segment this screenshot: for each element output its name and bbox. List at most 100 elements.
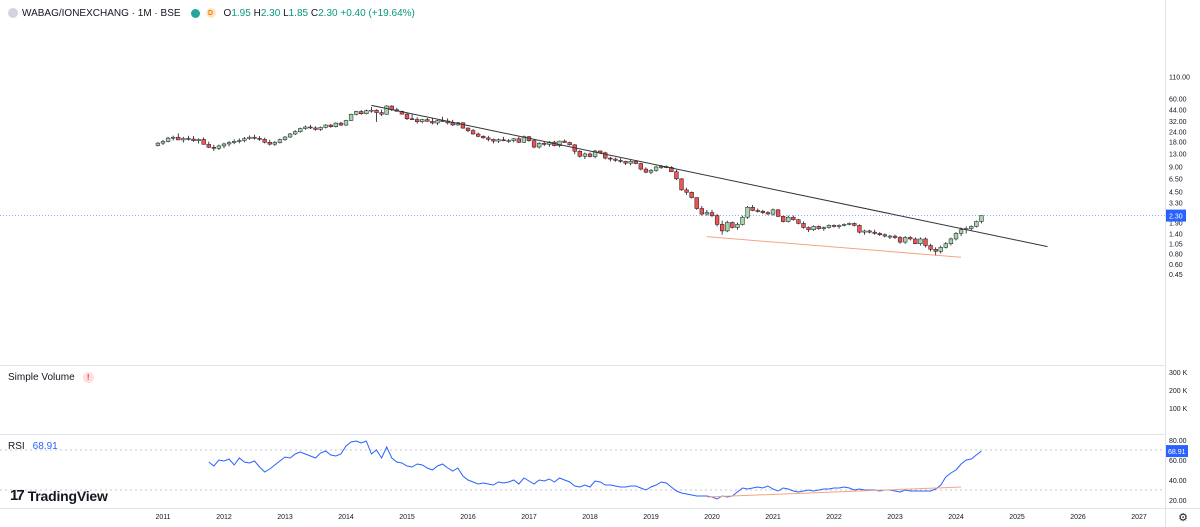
candle[interactable] xyxy=(181,136,186,143)
candle[interactable] xyxy=(623,160,628,166)
candle[interactable] xyxy=(943,242,948,249)
candle[interactable] xyxy=(343,119,349,126)
candle[interactable] xyxy=(979,215,984,224)
rsi-pane[interactable] xyxy=(0,440,1165,500)
candle[interactable] xyxy=(415,117,420,124)
candle[interactable] xyxy=(308,124,313,130)
candle[interactable] xyxy=(806,226,811,233)
candle[interactable] xyxy=(374,109,379,122)
market-status-icon[interactable] xyxy=(190,8,200,18)
candle[interactable] xyxy=(918,237,923,246)
candle[interactable] xyxy=(811,225,816,231)
candle[interactable] xyxy=(689,191,694,199)
candle[interactable] xyxy=(847,222,852,226)
candle[interactable] xyxy=(897,236,903,244)
price-pane[interactable] xyxy=(0,104,1165,258)
candle[interactable] xyxy=(435,120,440,126)
candle[interactable] xyxy=(938,245,943,254)
candle[interactable] xyxy=(577,150,582,158)
candle[interactable] xyxy=(872,229,877,235)
candle[interactable] xyxy=(725,220,730,233)
candle[interactable] xyxy=(303,125,308,130)
candle[interactable] xyxy=(674,169,679,180)
price-axis[interactable]: 110.00 60.00 44.00 32.00 24.00 18.00 13.00 9.00… xyxy=(1166,75,1190,505)
candle[interactable] xyxy=(821,226,826,231)
candle[interactable] xyxy=(221,142,227,149)
candle[interactable] xyxy=(923,237,928,248)
candle[interactable] xyxy=(730,221,735,229)
candle[interactable] xyxy=(511,138,516,143)
candle[interactable] xyxy=(232,139,237,145)
rsi-support-trendline[interactable] xyxy=(706,486,962,498)
candle[interactable] xyxy=(501,136,506,142)
candle[interactable] xyxy=(638,162,643,171)
candle[interactable] xyxy=(237,138,242,144)
candle[interactable] xyxy=(562,139,567,143)
data-delay-icon[interactable]: D xyxy=(205,8,216,18)
candle[interactable] xyxy=(496,138,501,143)
candle[interactable] xyxy=(882,233,887,238)
candle[interactable] xyxy=(618,158,623,163)
candle[interactable] xyxy=(765,211,771,215)
candle[interactable] xyxy=(267,139,272,146)
candle[interactable] xyxy=(836,224,842,229)
candle[interactable] xyxy=(476,132,481,138)
candle[interactable] xyxy=(506,138,511,143)
rsi-pane-label[interactable]: RSI 68.91 xyxy=(8,441,58,452)
candle[interactable] xyxy=(908,236,913,241)
candle[interactable] xyxy=(786,215,791,223)
candle[interactable] xyxy=(816,225,821,230)
candle[interactable] xyxy=(379,109,384,117)
candle[interactable] xyxy=(369,106,374,113)
candle[interactable] xyxy=(592,149,598,159)
candle[interactable] xyxy=(791,215,796,221)
candle[interactable] xyxy=(684,187,689,195)
candle[interactable] xyxy=(201,137,206,145)
candle[interactable] xyxy=(745,206,750,219)
candle[interactable] xyxy=(801,221,806,229)
candle[interactable] xyxy=(460,122,466,129)
candle[interactable] xyxy=(313,126,318,131)
candle[interactable] xyxy=(430,118,435,125)
resistance-trendline[interactable] xyxy=(371,104,1048,248)
candle[interactable] xyxy=(470,129,476,135)
candle[interactable] xyxy=(582,152,588,160)
candle[interactable] xyxy=(709,209,715,218)
candle[interactable] xyxy=(679,178,684,191)
candle[interactable] xyxy=(826,224,832,229)
candle[interactable] xyxy=(714,214,720,227)
support-trendline[interactable] xyxy=(706,236,962,258)
candle[interactable] xyxy=(643,167,649,174)
candle[interactable] xyxy=(928,243,933,252)
symbol-title[interactable]: WABAG/IONEXCHANG · 1M · BSE xyxy=(22,7,181,19)
candle[interactable] xyxy=(516,136,521,143)
candle[interactable] xyxy=(277,138,283,144)
candle[interactable] xyxy=(699,206,704,216)
candle[interactable] xyxy=(842,223,847,227)
candle[interactable] xyxy=(409,114,415,121)
candle[interactable] xyxy=(155,142,161,147)
settings-gear-icon[interactable]: ⚙ xyxy=(1178,511,1188,524)
candle[interactable] xyxy=(160,139,166,146)
candle[interactable] xyxy=(877,232,882,237)
candle[interactable] xyxy=(262,137,267,144)
tradingview-logo[interactable]: 17 TradingView xyxy=(10,487,108,504)
candle[interactable] xyxy=(948,237,954,246)
candle[interactable] xyxy=(750,204,755,212)
candle[interactable] xyxy=(720,220,725,235)
candle[interactable] xyxy=(953,232,959,241)
candle[interactable] xyxy=(420,118,425,124)
candle[interactable] xyxy=(491,138,496,144)
candle[interactable] xyxy=(903,236,908,244)
candle[interactable] xyxy=(216,144,222,150)
candle[interactable] xyxy=(740,215,745,226)
candle[interactable] xyxy=(272,140,277,146)
candle[interactable] xyxy=(287,133,293,138)
candle[interactable] xyxy=(735,222,740,230)
warning-icon[interactable]: ! xyxy=(82,372,94,383)
candle[interactable] xyxy=(247,135,252,140)
candle[interactable] xyxy=(252,134,257,140)
candle[interactable] xyxy=(171,135,176,141)
candle[interactable] xyxy=(608,156,613,162)
candle[interactable] xyxy=(196,138,201,144)
